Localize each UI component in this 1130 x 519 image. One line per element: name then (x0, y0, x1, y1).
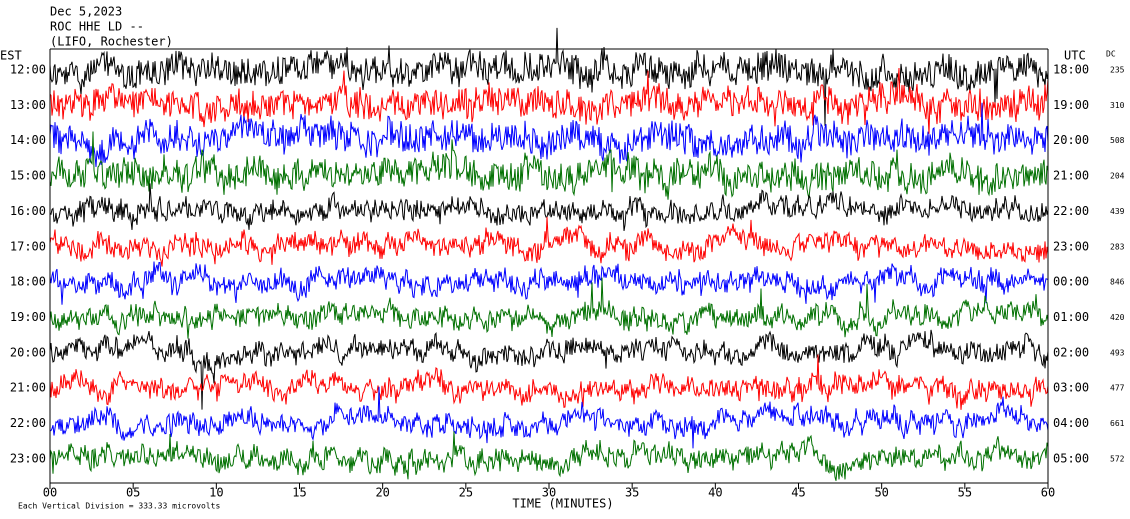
est-label: 21:00 (10, 381, 46, 395)
dc-value: 283 (1110, 242, 1125, 251)
x-tick-label: 05 (126, 486, 140, 500)
trace (49, 216, 1049, 267)
dc-value: 310 (1110, 101, 1125, 110)
dc-value: 508 (1110, 136, 1125, 145)
utc-label: 02:00 (1053, 345, 1089, 359)
station: ROC HHE LD -- (50, 20, 144, 34)
date: Dec 5,2023 (50, 5, 122, 19)
trace (49, 27, 1049, 126)
est-label: 18:00 (10, 275, 46, 289)
x-tick-label: 40 (708, 486, 722, 500)
trace (49, 329, 1049, 410)
x-tick-label: 20 (375, 486, 389, 500)
utc-label: 20:00 (1053, 133, 1089, 147)
x-tick-label: 25 (459, 486, 473, 500)
utc-label: 00:00 (1053, 275, 1089, 289)
trace (49, 183, 1049, 231)
dc-value: 204 (1110, 172, 1125, 181)
x-tick-label: 50 (874, 486, 888, 500)
trace (49, 131, 1049, 200)
est-label: 12:00 (10, 63, 46, 77)
est-label: 15:00 (10, 169, 46, 183)
trace (49, 102, 1049, 167)
dc-value: 846 (1110, 278, 1125, 287)
x-tick-label: 60 (1041, 486, 1055, 500)
est-label: 23:00 (10, 451, 46, 465)
utc-label: 03:00 (1053, 381, 1089, 395)
trace (49, 431, 1049, 481)
x-tick-label: 00 (43, 486, 57, 500)
x-tick-label: 30 (542, 486, 556, 500)
x-tick-label: 35 (625, 486, 639, 500)
est-label: 13:00 (10, 98, 46, 112)
utc-label: 01:00 (1053, 310, 1089, 324)
est-label: EST (0, 49, 22, 63)
est-label: 20:00 (10, 345, 46, 359)
utc-label: 04:00 (1053, 416, 1089, 430)
utc-label: 19:00 (1053, 98, 1089, 112)
x-axis-label: TIME (MINUTES) (512, 497, 613, 511)
dc-value: 661 (1110, 419, 1125, 428)
dc-value: 572 (1110, 454, 1125, 463)
trace (49, 67, 1049, 134)
dc-value: 493 (1110, 348, 1125, 357)
trace (49, 354, 1049, 410)
utc-label: 05:00 (1053, 451, 1089, 465)
trace (49, 261, 1049, 305)
dc-value: 477 (1110, 384, 1125, 393)
dc-value: 235 (1110, 66, 1125, 75)
location: (LIFO, Rochester) (50, 35, 173, 49)
dc-value: 439 (1110, 207, 1125, 216)
utc-label: 22:00 (1053, 204, 1089, 218)
est-label: 14:00 (10, 133, 46, 147)
utc-label: 18:00 (1053, 63, 1089, 77)
x-tick-label: 10 (209, 486, 223, 500)
est-label: 19:00 (10, 310, 46, 324)
x-tick-label: 55 (958, 486, 972, 500)
est-label: 17:00 (10, 239, 46, 253)
dc-label: DC (1106, 50, 1116, 59)
footer: Each Vertical Division = 333.33 microvol… (18, 502, 220, 511)
utc-label: UTC (1064, 49, 1086, 63)
x-tick-label: 15 (292, 486, 306, 500)
est-label: 16:00 (10, 204, 46, 218)
utc-label: 23:00 (1053, 239, 1089, 253)
trace (49, 277, 1049, 339)
dc-value: 420 (1110, 313, 1125, 322)
trace (49, 386, 1049, 449)
est-label: 22:00 (10, 416, 46, 430)
utc-label: 21:00 (1053, 169, 1089, 183)
x-tick-label: 45 (791, 486, 805, 500)
